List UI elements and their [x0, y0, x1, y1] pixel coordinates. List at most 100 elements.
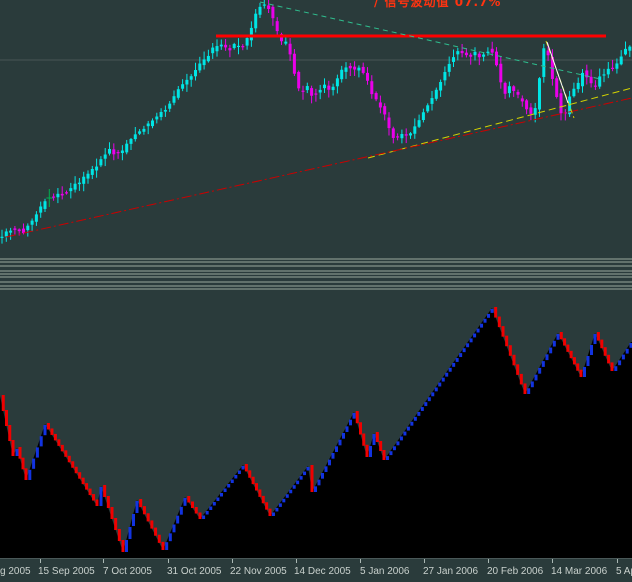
candle-body — [443, 72, 447, 81]
candle-body — [181, 84, 185, 89]
candle-body — [65, 192, 68, 194]
candle-body — [103, 154, 107, 159]
candle-body — [155, 116, 159, 120]
candle-body — [452, 57, 455, 62]
descending-cyan-dashed[interactable] — [259, 1, 601, 80]
candle-body — [585, 70, 589, 78]
candle-body — [572, 88, 576, 97]
candle-body — [116, 152, 120, 154]
candle-body — [125, 143, 129, 153]
ascending-yellow-dashed[interactable] — [367, 87, 632, 159]
candle-body — [224, 44, 228, 48]
candle-body — [267, 5, 271, 9]
candle-body — [13, 228, 17, 230]
candle-body — [26, 225, 30, 231]
candle-body — [434, 89, 438, 99]
candle-body — [361, 66, 365, 73]
candle-body — [417, 120, 421, 127]
candle-body — [310, 88, 314, 96]
candle-body — [262, 4, 266, 6]
axis-tick — [424, 559, 425, 563]
axis-date-label: 20 Feb 2006 — [487, 566, 544, 577]
candle-body — [206, 55, 210, 62]
candle-body — [185, 79, 189, 85]
axis-tick — [103, 559, 104, 563]
candle-body — [606, 68, 610, 75]
candle-body — [439, 82, 443, 91]
candle-body — [133, 134, 137, 140]
candle-body — [318, 89, 322, 93]
candle-body — [576, 82, 580, 90]
candle-body — [559, 93, 563, 114]
panel-separator-lines — [0, 258, 632, 290]
candle-body — [237, 45, 240, 48]
candle-body — [146, 123, 150, 127]
candle-body — [391, 128, 395, 138]
candle-body — [469, 54, 473, 57]
axis-tick — [40, 559, 41, 563]
candle-body — [142, 128, 146, 132]
axis-tick — [488, 559, 489, 563]
candle-body — [108, 148, 111, 154]
candle-body — [271, 6, 275, 19]
axis-tick — [360, 559, 361, 563]
ascending-red-dashdot[interactable] — [5, 97, 632, 238]
axis-tick — [296, 559, 297, 563]
candle-body — [301, 90, 305, 92]
trendline-objects[interactable] — [5, 1, 632, 238]
candle-body — [77, 182, 81, 185]
candle-body — [297, 71, 301, 89]
candle-body — [331, 86, 335, 91]
candle-body — [421, 112, 425, 120]
time-axis[interactable]: g 2005 15 Sep 2005 7 Oct 2005 31 Oct 2005 22… — [0, 558, 632, 582]
candle-body — [409, 133, 412, 136]
candle-body — [9, 230, 13, 233]
candle-body — [73, 183, 77, 190]
axis-tick — [232, 559, 233, 563]
candle-body — [503, 82, 507, 94]
candle-body — [194, 70, 197, 77]
candle-body — [314, 93, 318, 95]
candle-body — [344, 67, 348, 72]
candle-body — [86, 173, 90, 179]
candle-body — [490, 48, 494, 53]
candle-body — [168, 103, 172, 109]
candle-body — [473, 51, 477, 56]
candle-body — [460, 51, 464, 54]
candle-body — [189, 76, 193, 80]
candle-body — [542, 48, 546, 77]
candle-body — [430, 98, 434, 104]
axis-date-label: 14 Mar 2006 — [551, 566, 608, 577]
candle-body — [95, 166, 99, 171]
candle-body — [99, 159, 103, 166]
candle-body — [30, 220, 34, 225]
candle-body — [292, 53, 296, 74]
candle-body — [482, 54, 486, 57]
candle-body — [163, 109, 167, 112]
candle-body — [495, 51, 498, 66]
candle-body — [120, 150, 124, 154]
candle-body — [90, 168, 94, 175]
axis-date-label: 5 Ap — [616, 566, 632, 577]
candle-body — [396, 136, 400, 138]
candle-body — [378, 102, 382, 108]
candle-body — [383, 106, 387, 115]
candle-body — [305, 86, 309, 91]
candle-body — [615, 63, 619, 69]
candle-body — [39, 206, 43, 213]
axis-date-label: 5 Jan 2006 — [360, 566, 410, 577]
candle-body — [456, 51, 460, 55]
candle-body — [22, 228, 25, 234]
candle-body — [374, 93, 378, 100]
candle-body — [353, 66, 357, 70]
axis-tick — [168, 559, 169, 563]
steep-white-line[interactable] — [546, 41, 569, 104]
candle-body — [215, 46, 219, 52]
candle-body — [426, 105, 430, 112]
candle-body — [151, 120, 154, 127]
candle-body — [370, 81, 374, 95]
candle-body — [172, 96, 176, 103]
candle-body — [499, 63, 503, 83]
axis-date-label: 15 Sep 2005 — [38, 566, 95, 577]
